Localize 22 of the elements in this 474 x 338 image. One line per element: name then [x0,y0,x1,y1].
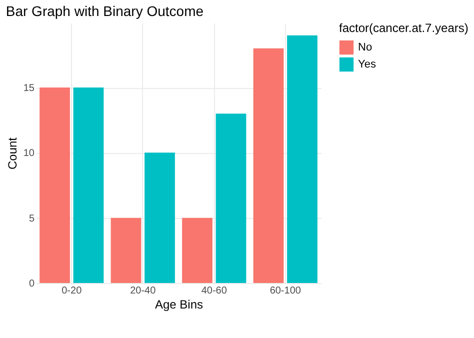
legend-label: Yes [358,58,376,70]
bar [182,218,212,283]
legend-label: No [358,42,372,54]
y-axis-title: Count [5,136,20,170]
x-tick-label: 0-20 [62,286,82,296]
bar [287,35,318,283]
x-axis-title: Age Bins [154,298,204,312]
bar [40,88,70,283]
x-tick-label: 60-100 [270,286,302,296]
y-tick-label: 5 [28,213,35,224]
x-tick-label: 40-60 [201,286,228,296]
chart-title: Bar Graph with Binary Outcome [6,3,204,19]
bar [73,88,104,283]
x-tick-label: 20-40 [130,286,156,296]
bar [216,114,246,283]
bar [110,218,142,283]
bar [144,152,175,283]
bar [253,48,284,283]
y-tick-label: 0 [28,278,35,290]
legend-title: factor(cancer.at.7.years) [339,21,468,35]
y-tick-label: 10 [23,148,35,160]
y-tick-label: 15 [23,83,35,94]
